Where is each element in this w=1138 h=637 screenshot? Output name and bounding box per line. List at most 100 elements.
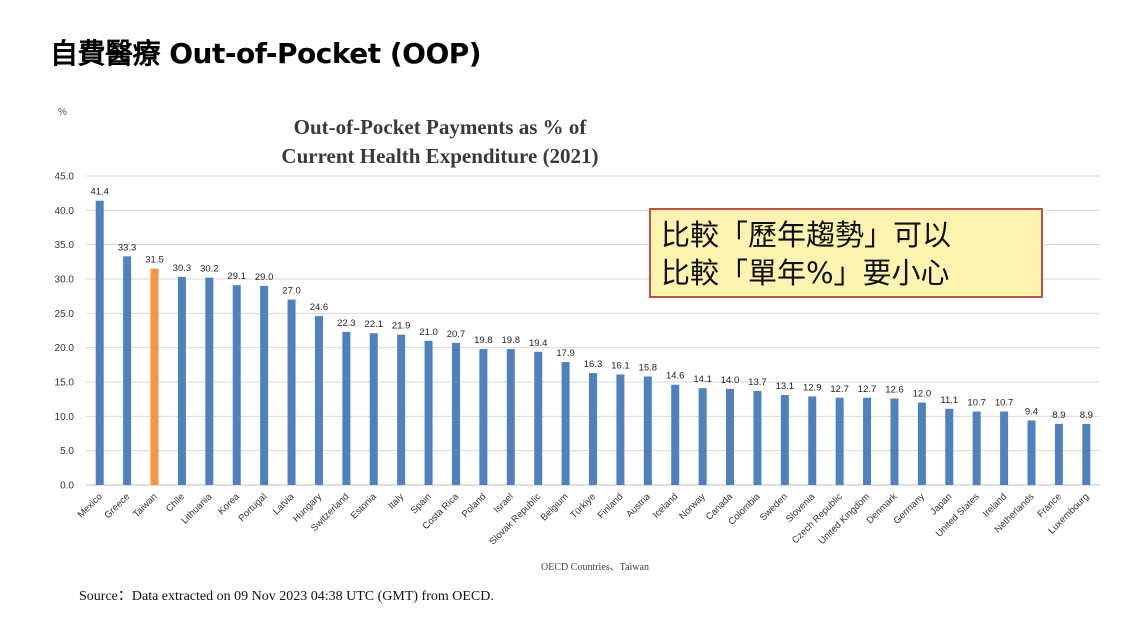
data-label: 30.3 — [173, 263, 192, 274]
bar-united-kingdom — [863, 397, 872, 485]
data-label: 8.9 — [1052, 410, 1065, 421]
data-label: 31.5 — [145, 255, 164, 266]
data-label: 12.7 — [858, 384, 877, 395]
x-tick-label: Chile — [164, 491, 187, 514]
y-tick-label: 20.0 — [55, 343, 75, 354]
source-note: Source：Data extracted on 09 Nov 2023 04:… — [79, 589, 494, 604]
y-tick-label: 25.0 — [55, 309, 75, 320]
y-tick-label: 5.0 — [60, 446, 74, 457]
bar-denmark — [890, 398, 899, 485]
data-label: 10.7 — [967, 398, 986, 409]
data-label: 12.7 — [830, 384, 849, 395]
chart-title: Out-of-Pocket Payments as % of — [293, 115, 587, 139]
data-label: 9.4 — [1025, 406, 1038, 417]
data-label: 12.9 — [803, 382, 822, 393]
data-label: 29.0 — [255, 272, 274, 283]
callout-note: 比較「歷年趨勢」可以 比較「單年%」要小心 — [649, 208, 1043, 298]
bar-switzerland — [342, 331, 351, 485]
data-label: 13.1 — [776, 381, 795, 392]
y-tick-label: 35.0 — [55, 240, 75, 251]
data-label: 14.0 — [721, 375, 740, 386]
x-tick-label: Belgium — [539, 491, 571, 523]
x-tick-label: Estonia — [349, 491, 380, 522]
bar-hungary — [314, 316, 323, 485]
x-tick-label: Poland — [460, 491, 489, 520]
bar-greece — [123, 256, 132, 485]
bar-france — [1054, 423, 1063, 485]
data-label: 12.6 — [885, 384, 904, 395]
data-label: 19.4 — [529, 338, 548, 349]
bar-germany — [917, 402, 926, 485]
bar-slovenia — [808, 396, 817, 485]
bar-poland — [479, 349, 488, 485]
data-label: 33.3 — [118, 242, 137, 253]
y-tick-label: 10.0 — [55, 412, 75, 423]
x-tick-label: Italy — [386, 491, 406, 511]
data-label: 21.9 — [392, 321, 411, 332]
bar-korea — [232, 285, 241, 485]
callout-line-1: 比較「歷年趨勢」可以 — [661, 218, 952, 252]
data-label: 41.4 — [90, 187, 109, 198]
bar-italy — [397, 334, 406, 485]
chart-subtitle: Current Health Expenditure (2021) — [281, 144, 599, 168]
x-tick-label: Mexico — [76, 491, 105, 520]
bar-costa-rica — [451, 342, 460, 485]
data-label: 8.9 — [1080, 410, 1093, 421]
bar-latvia — [287, 299, 296, 485]
data-label: 27.0 — [282, 286, 301, 297]
bar-czech-republic — [835, 397, 844, 485]
x-tick-label: Norway — [677, 491, 708, 522]
y-tick-label: 40.0 — [55, 206, 75, 217]
bar-netherlands — [1027, 420, 1036, 485]
data-label: 15.8 — [639, 363, 658, 374]
page-heading: 自費醫療 Out-of-Pocket (OOP) — [50, 37, 482, 70]
data-label: 16.1 — [611, 360, 630, 371]
bar-finland — [616, 374, 625, 485]
y-tick-label: 15.0 — [55, 378, 75, 389]
bar-sweden — [780, 395, 789, 485]
bar-spain — [424, 340, 433, 485]
bar-israel — [506, 349, 515, 485]
y-tick-label: 45.0 — [55, 172, 75, 183]
data-label: 17.9 — [556, 348, 575, 359]
bar-iceland — [671, 384, 680, 485]
x-tick-label: Taiwan — [131, 491, 160, 520]
data-label: 13.7 — [748, 377, 767, 388]
data-label: 14.1 — [693, 374, 712, 385]
bar-taiwan — [150, 268, 159, 485]
data-label: 22.1 — [365, 319, 384, 330]
x-tick-label: Spain — [409, 491, 434, 516]
data-label: 14.6 — [666, 371, 685, 382]
bar-japan — [945, 408, 954, 485]
data-label: 22.3 — [337, 318, 356, 329]
bar-lithuania — [205, 277, 214, 485]
bar-united-states — [972, 411, 981, 485]
data-label: 21.0 — [419, 327, 438, 338]
x-tick-label: Israel — [492, 491, 516, 515]
data-label: 20.7 — [447, 329, 466, 340]
x-tick-label: Greece — [102, 491, 132, 521]
x-tick-label: Portugal — [236, 491, 269, 524]
y-tick-label: 30.0 — [55, 275, 75, 286]
x-tick-label: Austria — [624, 491, 653, 520]
x-tick-label: Finland — [596, 491, 626, 521]
data-label: 12.0 — [913, 389, 932, 400]
bar-mexico — [95, 200, 104, 485]
bar-estonia — [369, 333, 378, 485]
bar-t-rkiye — [589, 373, 597, 485]
bar-slovak-republic — [534, 351, 543, 485]
data-label: 19.8 — [474, 335, 493, 346]
y-tick-label: 0.0 — [60, 481, 74, 492]
x-tick-label: Türkiye — [568, 491, 598, 521]
y-axis-unit-label: % — [58, 107, 67, 118]
bar-luxembourg — [1082, 423, 1091, 485]
data-label: 24.6 — [310, 302, 329, 313]
x-tick-label: Lithuania — [179, 491, 215, 527]
bar-austria — [643, 376, 652, 485]
bar-colombia — [753, 390, 762, 485]
bar-portugal — [260, 285, 269, 485]
bar-chile — [177, 276, 186, 485]
callout-line-2: 比較「單年%」要小心 — [661, 256, 950, 290]
x-tick-label: Iceland — [651, 491, 680, 520]
